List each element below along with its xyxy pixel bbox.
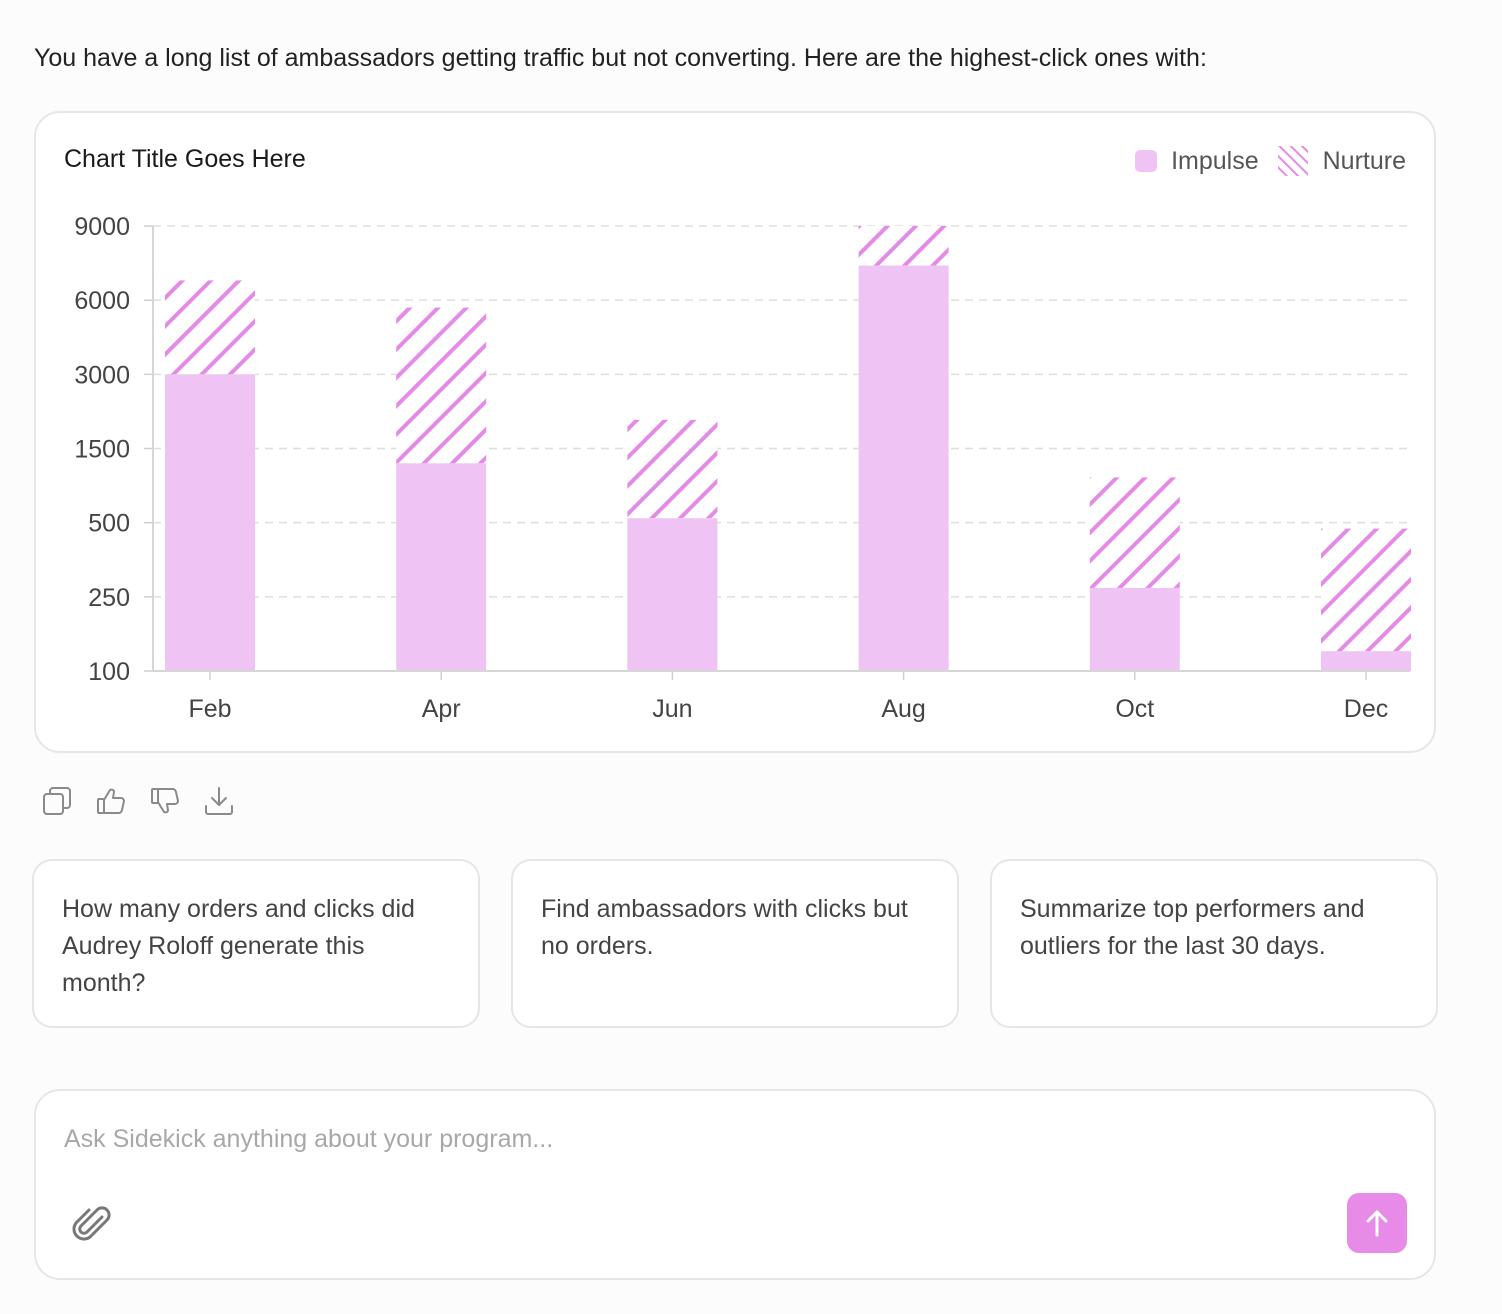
attach-button[interactable]	[72, 1203, 114, 1245]
suggestion-card[interactable]: Find ambassadors with clicks but no orde…	[511, 859, 959, 1028]
x-tick-label: Dec	[1344, 695, 1388, 723]
bar-chart: 9000 6000 3000 1500 500 250 100 Feb Apr Jun Aug Oct…	[74, 213, 1411, 723]
legend-label-nurture: Nurture	[1322, 146, 1406, 175]
bar-impulse	[627, 518, 718, 671]
download-button[interactable]	[202, 784, 236, 818]
y-tick-label: 500	[88, 510, 130, 538]
bar-nurture	[396, 307, 487, 464]
bar-nurture	[858, 226, 949, 266]
legend-swatch-nurture	[1277, 146, 1308, 176]
suggestion-card[interactable]: Summarize top performers and outliers fo…	[990, 859, 1438, 1028]
prompt-input[interactable]	[64, 1119, 1264, 1159]
bar-impulse	[1089, 587, 1180, 671]
copy-icon	[43, 787, 71, 815]
y-tick-label: 3000	[74, 361, 130, 389]
x-tick-label: Aug	[881, 695, 925, 723]
bar-nurture	[1089, 477, 1180, 588]
legend-item-impulse: Impulse	[1135, 147, 1259, 176]
thumbs-up-icon	[97, 788, 125, 814]
send-button[interactable]	[1347, 1193, 1407, 1253]
chart-legend: Impulse Nurture	[1117, 145, 1406, 177]
y-tick-label: 100	[88, 658, 130, 686]
x-tick-label: Apr	[422, 695, 461, 723]
legend-item-nurture: Nurture	[1277, 145, 1406, 177]
y-tick-label: 250	[88, 584, 130, 612]
bar-nurture	[165, 280, 255, 375]
download-icon	[205, 787, 233, 815]
chart-card: Chart Title Goes Here Impulse Nurture 90…	[34, 111, 1436, 753]
thumbs-up-button[interactable]	[94, 784, 128, 818]
thumbs-down-button[interactable]	[148, 784, 182, 818]
bar-impulse	[165, 374, 255, 671]
x-tick-label: Oct	[1115, 695, 1154, 723]
bar-impulse	[858, 265, 949, 671]
paperclip-icon	[72, 1206, 111, 1241]
bar-impulse	[1321, 651, 1411, 671]
composer	[34, 1089, 1436, 1280]
arrow-up-icon	[1366, 1210, 1388, 1237]
bar-nurture	[1321, 528, 1411, 652]
y-tick-label: 1500	[74, 436, 130, 464]
y-tick-label: 6000	[74, 287, 130, 315]
message-actions	[40, 784, 236, 818]
thumbs-down-icon	[151, 788, 179, 814]
copy-button[interactable]	[40, 784, 74, 818]
assistant-message-text: You have a long list of ambassadors gett…	[34, 44, 1207, 72]
bar-nurture	[627, 419, 718, 519]
x-tick-label: Feb	[188, 695, 231, 723]
bar-impulse	[396, 463, 487, 671]
legend-label-impulse: Impulse	[1171, 146, 1259, 175]
x-tick-label: Jun	[652, 695, 692, 723]
suggestion-card[interactable]: How many orders and clicks did Audrey Ro…	[32, 859, 480, 1028]
chart-title: Chart Title Goes Here	[64, 145, 306, 173]
legend-swatch-impulse	[1135, 150, 1158, 172]
y-tick-label: 9000	[74, 213, 130, 241]
